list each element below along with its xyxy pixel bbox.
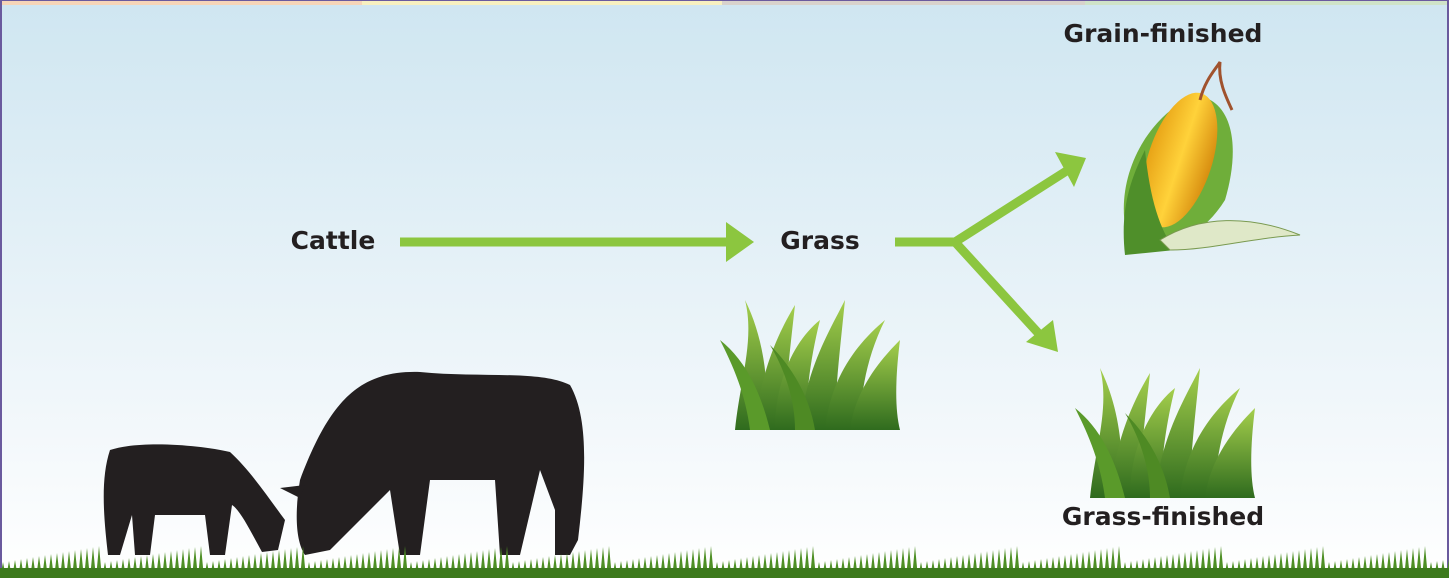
node-label: Grain-finished (1064, 19, 1263, 48)
node-label: Cattle (291, 226, 376, 255)
ground-base (0, 568, 1449, 578)
page: Cattle Grass Grain-finished Grass-finish… (0, 0, 1449, 578)
node-label: Grass (780, 226, 859, 255)
diagram: Cattle Grass Grain-finished Grass-finish… (0, 0, 1449, 578)
node-label: Grass-finished (1062, 502, 1264, 531)
